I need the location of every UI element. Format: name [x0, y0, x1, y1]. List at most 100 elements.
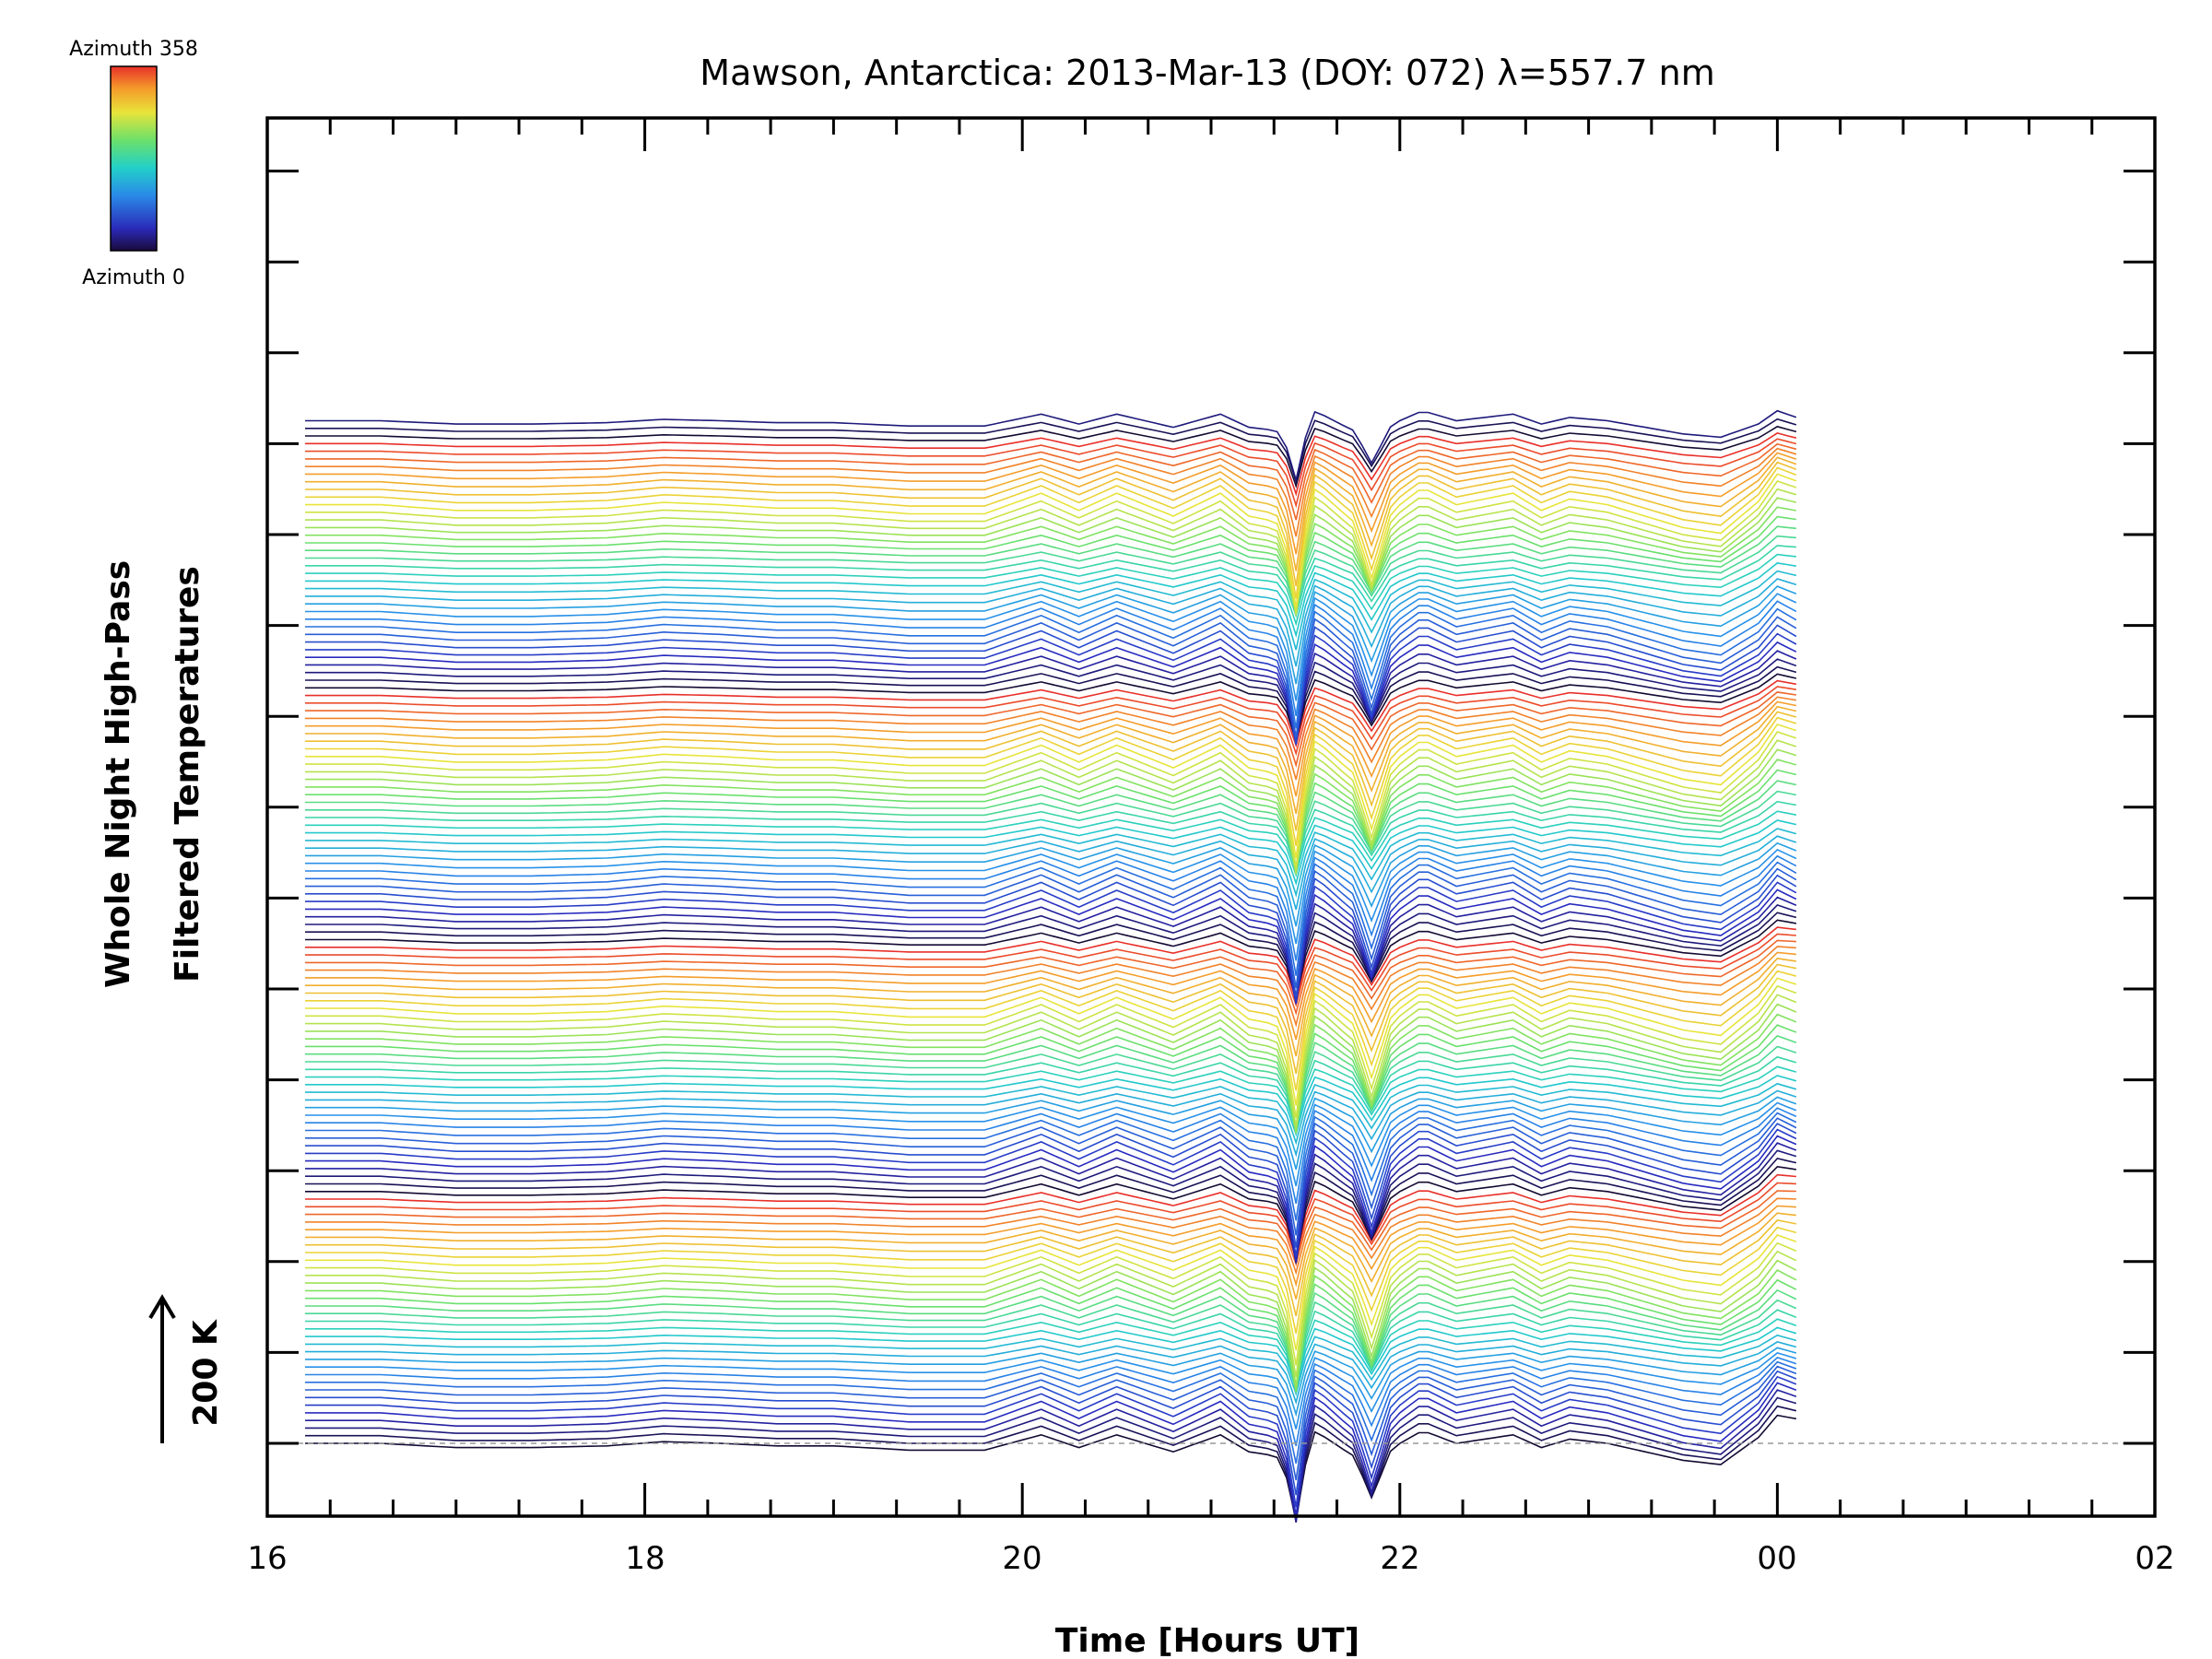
colorbar: Azimuth 358 Azimuth 0	[69, 38, 198, 289]
series-line-120	[305, 497, 1797, 616]
series-line-89	[305, 731, 1797, 867]
series-line-8	[305, 1360, 1797, 1464]
series-line-126	[305, 456, 1797, 571]
series-line-117	[305, 525, 1796, 610]
series-line-12	[305, 1341, 1797, 1406]
series-line-43	[305, 1101, 1797, 1187]
series-line-57	[305, 977, 1797, 1106]
x-tick-label-20: 20	[1002, 1540, 1041, 1577]
series-line-2	[305, 1396, 1797, 1523]
series-line-40	[305, 1117, 1797, 1236]
series-line-18	[305, 1288, 1797, 1393]
series-line-44	[305, 1096, 1797, 1171]
series-line-131	[305, 432, 1797, 497]
series-line-101	[305, 658, 1797, 741]
series-line-119	[305, 506, 1797, 614]
series-line-53	[305, 1013, 1797, 1135]
series-line-94	[305, 700, 1797, 797]
series-line-59	[305, 963, 1797, 1075]
series-line-58	[305, 970, 1797, 1091]
series-line-110	[305, 585, 1797, 685]
series-line-125	[305, 461, 1797, 587]
series-line-73	[305, 867, 1797, 989]
series-line-38	[305, 1128, 1797, 1257]
series-line-56	[305, 984, 1797, 1118]
series-line-26	[305, 1219, 1797, 1317]
series-line-3	[305, 1389, 1797, 1522]
series-line-63	[305, 939, 1796, 1016]
series-line-132	[305, 425, 1797, 488]
series-line-82	[305, 800, 1797, 874]
scale-label: 200 K	[187, 1319, 225, 1427]
x-tick-label-16: 16	[247, 1540, 287, 1577]
series-line-34	[305, 1158, 1797, 1261]
series-line-55	[305, 994, 1797, 1127]
x-tick-label-22: 22	[1380, 1540, 1419, 1577]
series-line-45	[305, 1089, 1797, 1158]
series-line-6	[305, 1370, 1797, 1496]
series-line-17	[305, 1299, 1797, 1391]
chart-title: Mawson, Antarctica: 2013-Mar-13 (DOY: 07…	[700, 53, 1714, 93]
y-axis-title-line2: Filtered Temperatures	[169, 566, 206, 982]
series-line-0	[305, 1414, 1797, 1520]
series-line-103	[305, 641, 1797, 745]
series-line-84	[305, 780, 1797, 870]
series-line-86	[305, 759, 1797, 875]
series-line-76	[305, 848, 1797, 945]
series-line-91	[305, 716, 1797, 846]
series-line-129	[305, 442, 1797, 521]
y-axis-title-line1: Whole Night High-Pass	[100, 560, 137, 988]
series-line-87	[305, 748, 1797, 875]
series-line-118	[305, 515, 1797, 611]
series-line-104	[305, 632, 1797, 746]
series-line-88	[305, 739, 1797, 873]
series-line-14	[305, 1326, 1797, 1392]
series-line-29	[305, 1197, 1796, 1276]
series-line-4	[305, 1382, 1797, 1516]
series-line-10	[305, 1352, 1797, 1430]
series-line-121	[305, 488, 1797, 616]
series-line-22	[305, 1250, 1797, 1378]
series-line-7	[305, 1365, 1797, 1481]
series-line-78	[305, 835, 1797, 911]
colorbar-bottom-label: Azimuth 0	[82, 266, 185, 289]
series-line-92	[305, 711, 1797, 831]
series-line-1	[305, 1405, 1797, 1523]
series-line-114	[305, 553, 1796, 627]
series-line-28	[305, 1205, 1796, 1288]
series-line-27	[305, 1212, 1796, 1300]
series-line-13	[305, 1334, 1797, 1397]
series-line-96	[305, 691, 1797, 769]
series-line-79	[305, 828, 1797, 898]
series-line-106	[305, 616, 1797, 738]
series-line-60	[305, 957, 1797, 1057]
series-line-98	[305, 679, 1797, 748]
x-tick-label-02: 02	[2135, 1540, 2174, 1577]
series-line-20	[305, 1268, 1797, 1392]
series-line-107	[305, 607, 1797, 729]
series-line-81	[305, 810, 1797, 878]
x-tick-label-18: 18	[625, 1540, 665, 1577]
series-line-123	[305, 473, 1797, 608]
plot-frame	[265, 116, 2157, 1518]
series-line-66	[305, 919, 1797, 999]
series-line-19	[305, 1278, 1797, 1394]
series-line-24	[305, 1234, 1797, 1351]
series-line-90	[305, 723, 1797, 859]
series-line-48	[305, 1065, 1797, 1133]
series-line-124	[305, 466, 1797, 599]
ticks-layer	[265, 118, 2157, 1516]
series-line-102	[305, 650, 1797, 743]
series-line-21	[305, 1259, 1797, 1386]
series-line-105	[305, 624, 1797, 744]
series-line-54	[305, 1003, 1797, 1133]
scale-arrow-head	[148, 1294, 176, 1320]
series-line-122	[305, 480, 1797, 614]
series-line-52	[305, 1024, 1797, 1134]
series-line-134	[305, 409, 1797, 481]
series-line-49	[305, 1055, 1797, 1132]
x-axis-title: Time [Hours UT]	[1055, 1622, 1359, 1659]
series-line-51	[305, 1034, 1797, 1132]
series-line-75	[305, 854, 1797, 961]
series-line-109	[305, 593, 1797, 701]
